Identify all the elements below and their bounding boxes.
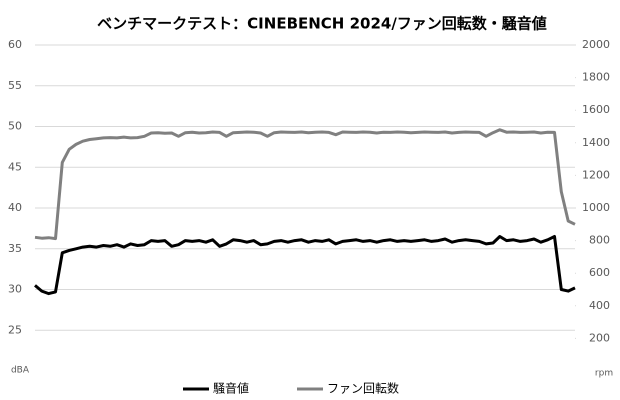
y2-tick-label: 800 bbox=[589, 234, 610, 247]
y-tick-label: 60 bbox=[8, 38, 22, 51]
y-axis-label: dBA bbox=[11, 366, 30, 376]
legend-label: 騒音値 bbox=[213, 381, 249, 396]
y2-axis-label: rpm bbox=[595, 369, 613, 379]
y2-tick-label: 1600 bbox=[582, 103, 610, 116]
y2-tick-label: 2000 bbox=[582, 38, 610, 51]
y-tick-label: 30 bbox=[8, 283, 22, 296]
legend-label: ファン回転数 bbox=[327, 381, 399, 396]
y2-tick-label: 1200 bbox=[582, 168, 610, 181]
y2-tick-label: 600 bbox=[589, 266, 610, 279]
y-tick-label: 25 bbox=[8, 323, 22, 336]
y-tick-label: 50 bbox=[8, 120, 22, 133]
y-tick-label: 45 bbox=[8, 160, 22, 173]
y2-tick-label: 200 bbox=[589, 331, 610, 344]
y2-tick-label: 1800 bbox=[582, 71, 610, 84]
y2-tick-label: 400 bbox=[589, 299, 610, 312]
series-line bbox=[34, 128, 576, 241]
y2-tick-label: 1400 bbox=[582, 136, 610, 149]
y-tick-label: 40 bbox=[8, 201, 22, 214]
y2-tick-label: 1000 bbox=[582, 201, 610, 214]
y-tick-label: 55 bbox=[8, 79, 22, 92]
series-line bbox=[34, 235, 576, 296]
y-tick-label: 35 bbox=[8, 242, 22, 255]
chart-title: ベンチマークテスト：CINEBENCH 2024/ファン回転数・騒音値 bbox=[97, 15, 547, 33]
